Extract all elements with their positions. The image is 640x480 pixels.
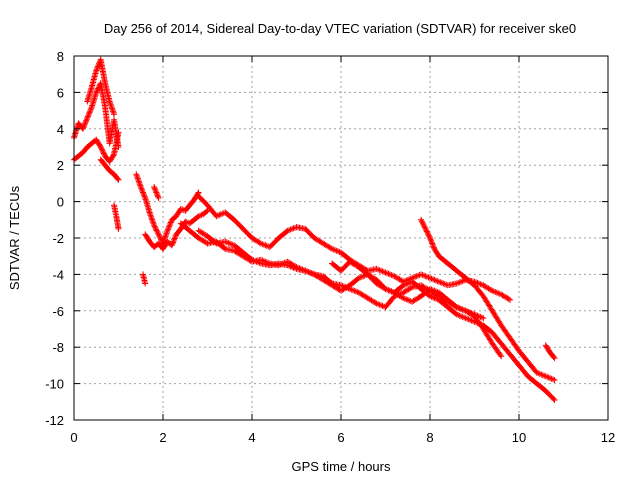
tick-layer: 0 2 4 6 8 10 12 8 6 4 2 0 -2 -4 -6 -8 -10 -12 bbox=[45, 49, 615, 445]
y-tick-label: 2 bbox=[57, 158, 64, 173]
x-tick-label: 8 bbox=[426, 430, 433, 445]
data-series-trace-13 bbox=[329, 258, 558, 403]
data-marks bbox=[418, 216, 558, 383]
x-tick-label: 4 bbox=[248, 430, 255, 445]
data-marks bbox=[195, 193, 514, 303]
y-axis-label: SDTVAR / TECUs bbox=[7, 185, 22, 290]
data-series-trace-9 bbox=[151, 184, 162, 201]
data-series-trace-4 bbox=[97, 156, 122, 183]
data-series-trace-15 bbox=[542, 342, 558, 362]
data-marks bbox=[329, 258, 558, 403]
data-series-trace-3 bbox=[84, 56, 117, 118]
data-marks bbox=[542, 342, 558, 362]
data-series-trace-14 bbox=[418, 216, 558, 383]
y-tick-label: 0 bbox=[57, 195, 64, 210]
y-tick-label: 8 bbox=[57, 49, 64, 64]
x-tick-label: 0 bbox=[70, 430, 77, 445]
y-tick-label: 4 bbox=[57, 122, 64, 137]
y-tick-label: -6 bbox=[52, 304, 64, 319]
y-tick-label: -2 bbox=[52, 231, 64, 246]
x-tick-label: 2 bbox=[159, 430, 166, 445]
series-layer bbox=[71, 56, 558, 403]
data-marks bbox=[151, 184, 162, 201]
data-marks bbox=[111, 202, 122, 232]
data-marks bbox=[97, 156, 122, 183]
y-tick-label: -4 bbox=[52, 267, 64, 282]
y-tick-label: -8 bbox=[52, 340, 64, 355]
y-tick-label: 6 bbox=[57, 85, 64, 100]
x-tick-label: 12 bbox=[601, 430, 615, 445]
data-series-trace-6 bbox=[133, 171, 202, 247]
x-tick-label: 6 bbox=[337, 430, 344, 445]
y-tick-label: -10 bbox=[45, 377, 64, 392]
y-tick-label: -12 bbox=[45, 413, 64, 428]
data-series-trace-10 bbox=[195, 193, 514, 303]
x-axis-label: GPS time / hours bbox=[292, 459, 391, 474]
chart-title: Day 256 of 2014, Sidereal Day-to-day VTE… bbox=[104, 21, 576, 36]
data-marks bbox=[133, 171, 202, 247]
data-series-trace-8 bbox=[140, 271, 149, 287]
x-tick-label: 10 bbox=[512, 430, 526, 445]
data-series-trace-5 bbox=[111, 202, 122, 232]
data-marks bbox=[140, 271, 149, 287]
data-marks bbox=[84, 56, 117, 118]
